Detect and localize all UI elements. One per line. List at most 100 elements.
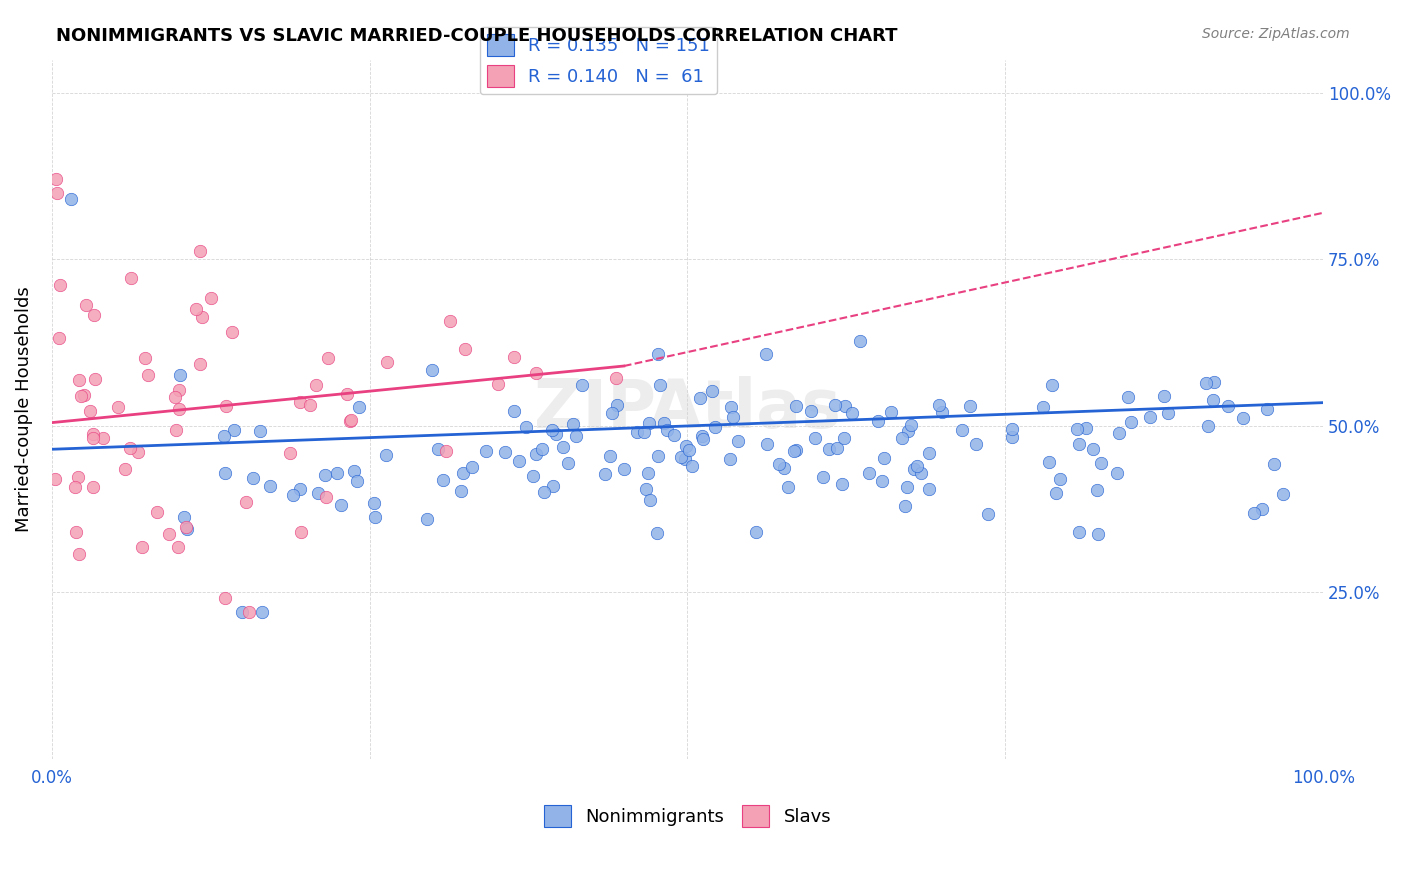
Point (48, 331, 70, 345)
Point (868, 414, 890, 428)
Point (343, 464, 366, 478)
Point (832, 431, 855, 445)
Point (65, 524, 87, 539)
Point (283, 487, 305, 501)
Point (363, 509, 385, 524)
Text: Source: ZipAtlas.com: Source: ZipAtlas.com (1202, 27, 1350, 41)
Point (1243, 506, 1265, 520)
Point (200, 291, 222, 305)
Point (648, 378, 671, 392)
Point (235, 495, 257, 509)
Point (825, 441, 848, 455)
Point (785, 442, 807, 457)
Point (565, 429, 588, 443)
Point (1232, 410, 1254, 425)
Point (82, 427, 104, 442)
Point (1108, 426, 1130, 441)
Point (700, 384, 723, 398)
Point (215, 399, 238, 413)
Point (689, 392, 711, 406)
Point (65, 480, 87, 494)
Point (755, 346, 778, 360)
Point (811, 470, 834, 484)
Point (45, 172, 67, 186)
Point (188, 244, 211, 258)
Point (1087, 527, 1109, 541)
Point (288, 394, 311, 409)
Point (897, 425, 920, 439)
Point (1045, 486, 1067, 500)
Point (599, 449, 621, 463)
Point (174, 520, 197, 534)
Point (673, 451, 696, 466)
Point (451, 466, 474, 480)
Point (173, 510, 195, 524)
Point (79, 404, 101, 418)
Point (530, 442, 553, 457)
Point (613, 462, 636, 476)
Point (214, 591, 236, 605)
Point (662, 428, 685, 442)
Point (67, 469, 90, 483)
Point (1074, 421, 1097, 435)
Point (824, 399, 846, 413)
Point (290, 525, 312, 540)
Point (1251, 501, 1274, 516)
Point (551, 440, 574, 454)
Point (524, 447, 547, 461)
Point (176, 522, 198, 536)
Point (557, 456, 579, 470)
Point (1197, 419, 1219, 434)
Point (375, 355, 398, 369)
Point (329, 498, 352, 512)
Point (1038, 455, 1060, 469)
Text: ZIPAtlas: ZIPAtlas (534, 376, 841, 442)
Point (1066, 422, 1088, 436)
Point (977, 508, 1000, 522)
Point (165, 390, 187, 404)
Point (965, 437, 987, 451)
Point (336, 387, 359, 401)
Point (503, 350, 526, 364)
Point (375, 448, 398, 462)
Point (524, 366, 547, 380)
Point (1263, 457, 1285, 471)
Point (546, 426, 568, 441)
Point (1105, 467, 1128, 481)
Point (571, 377, 593, 392)
Point (165, 424, 187, 438)
Point (1202, 393, 1225, 408)
Point (67, 547, 90, 561)
Point (718, 452, 741, 467)
Point (315, 490, 337, 504)
Point (533, 485, 555, 500)
Point (134, 351, 156, 365)
Point (675, 439, 697, 453)
Point (831, 477, 853, 491)
Point (626, 425, 648, 440)
Point (1216, 399, 1239, 413)
Point (84, 372, 107, 386)
Point (910, 466, 932, 480)
Point (849, 334, 872, 348)
Point (439, 313, 461, 327)
Point (768, 457, 790, 471)
Point (250, 606, 273, 620)
Point (756, 436, 779, 450)
Point (221, 325, 243, 339)
Point (647, 347, 669, 361)
Point (891, 431, 914, 445)
Point (880, 405, 903, 419)
Point (420, 363, 443, 377)
Point (950, 423, 973, 437)
Point (928, 398, 950, 412)
Point (67, 373, 90, 387)
Point (918, 482, 941, 496)
Point (645, 525, 668, 540)
Point (522, 469, 544, 483)
Point (259, 479, 281, 493)
Point (1116, 391, 1139, 405)
Point (340, 413, 363, 427)
Point (873, 450, 896, 465)
Point (773, 461, 796, 475)
